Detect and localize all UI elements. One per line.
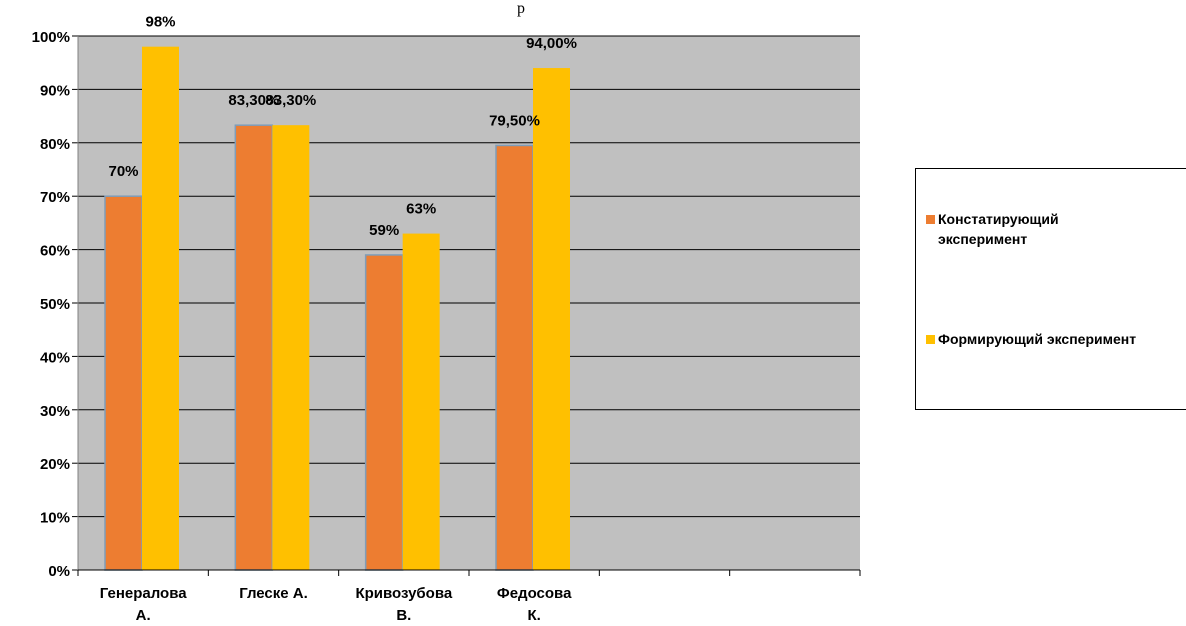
legend-item-constating: Констатирующий эксперимент xyxy=(926,209,1126,249)
bar-forming xyxy=(533,68,570,570)
legend-item-forming: Формирующий эксперимент xyxy=(926,329,1186,349)
data-label: 63% xyxy=(406,201,436,218)
x-tick-label: Глеске А. xyxy=(239,585,308,602)
y-tick-label: 30% xyxy=(40,403,70,420)
gridlines xyxy=(78,35,860,571)
y-tick-label: 40% xyxy=(40,349,70,366)
data-label: 98% xyxy=(145,14,175,31)
y-tick-label: 50% xyxy=(40,296,70,313)
x-tick-label: Генералова А. xyxy=(100,585,188,624)
legend: Констатирующий эксперимент Формирующий э… xyxy=(915,168,1186,410)
bar-constating xyxy=(234,124,274,571)
data-labels: 70% 83,30% 59% 79,50% 98% 83,30% 63% 94,00% xyxy=(108,14,576,239)
axes: 0% 10% 20% 30% 40% 50% 60% 70% 80% 90% 100% Генерал… xyxy=(32,29,861,624)
data-label: 83,30% xyxy=(265,92,316,109)
data-label: 70% xyxy=(108,163,138,180)
data-label: 59% xyxy=(369,222,399,239)
y-tick-label: 0% xyxy=(48,563,70,580)
bar-forming xyxy=(142,46,179,571)
data-label: 79,50% xyxy=(489,112,540,129)
y-tick-label: 10% xyxy=(40,510,70,527)
bar-constating xyxy=(495,144,534,571)
x-tick-label: Федосова К. xyxy=(497,585,572,624)
y-tick-label: 80% xyxy=(40,136,70,153)
y-tick-label: 60% xyxy=(40,243,70,260)
bar-constating xyxy=(104,195,143,571)
legend-swatch-forming xyxy=(926,335,935,344)
bar-forming xyxy=(402,233,440,570)
legend-label-constating: Констатирующий эксперимент xyxy=(938,211,1059,247)
bar-constating xyxy=(364,254,404,571)
chart-title-fragment: р xyxy=(517,0,525,17)
data-label: 83,30% xyxy=(228,92,279,109)
y-tick-label: 70% xyxy=(40,189,70,206)
y-tick-label: 20% xyxy=(40,456,70,473)
data-label: 94,00% xyxy=(526,35,577,52)
bar-forming xyxy=(272,125,310,570)
legend-swatch-constating xyxy=(926,215,935,224)
x-tick-label: Кривозубова В. xyxy=(355,585,452,624)
y-tick-label: 100% xyxy=(32,29,70,46)
legend-label-forming: Формирующий эксперимент xyxy=(938,331,1137,347)
y-tick-label: 90% xyxy=(40,82,70,99)
